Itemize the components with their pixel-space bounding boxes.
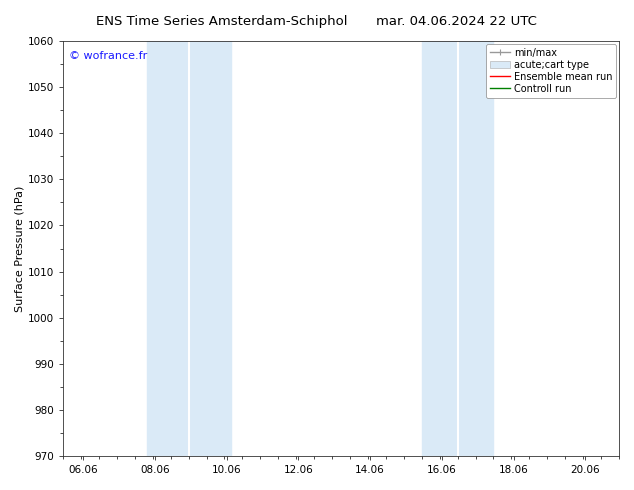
Bar — [146, 41, 188, 456]
Text: ENS Time Series Amsterdam-Schiphol: ENS Time Series Amsterdam-Schiphol — [96, 15, 347, 28]
Bar — [422, 41, 458, 456]
Legend: min/max, acute;cart type, Ensemble mean run, Controll run: min/max, acute;cart type, Ensemble mean … — [486, 44, 616, 98]
Y-axis label: Surface Pressure (hPa): Surface Pressure (hPa) — [15, 185, 25, 312]
Text: © wofrance.fr: © wofrance.fr — [68, 51, 147, 61]
Bar — [458, 41, 493, 456]
Text: mar. 04.06.2024 22 UTC: mar. 04.06.2024 22 UTC — [376, 15, 537, 28]
Bar — [188, 41, 231, 456]
